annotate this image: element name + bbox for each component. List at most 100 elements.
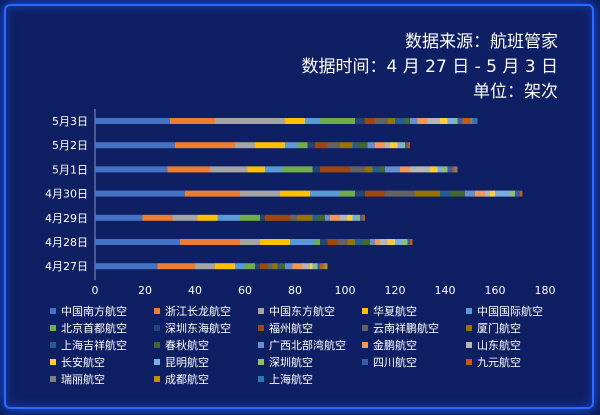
bar-segment <box>280 190 310 197</box>
bar-segment <box>305 118 320 124</box>
bar-segment <box>235 142 255 149</box>
legend-swatch <box>362 358 368 365</box>
bar-segment <box>255 263 260 270</box>
legend-label: 浙江长龙航空 <box>165 304 231 318</box>
bar-segment <box>472 118 478 124</box>
legend-item: 长安航空 <box>50 354 154 369</box>
bar-segment <box>142 214 173 221</box>
bar-segment <box>490 190 495 197</box>
bar-segment <box>215 118 285 124</box>
legend-label: 昆明航空 <box>165 355 209 369</box>
bar-segment <box>282 166 313 173</box>
bar-segment <box>395 239 403 245</box>
bar-segment <box>455 166 458 173</box>
bar-segment <box>255 142 285 149</box>
legend-item: 浙江长龙航空 <box>154 303 258 318</box>
category-label: 5月2日 <box>52 139 88 152</box>
bar-segment <box>387 118 395 124</box>
bar-segment <box>515 190 520 197</box>
bar-segment <box>195 263 215 270</box>
bar-segment <box>327 142 340 149</box>
x-tick-label: 120 <box>385 284 406 297</box>
bar-segment <box>247 166 265 173</box>
bar-segment <box>95 239 180 245</box>
legend-swatch <box>154 324 160 331</box>
bar-segment <box>272 263 278 270</box>
bar-segment <box>340 142 353 149</box>
bar-segment <box>265 214 290 221</box>
legend-label: 中国东方航空 <box>269 304 335 318</box>
bar-segment <box>427 118 440 124</box>
legend-swatch <box>50 341 56 348</box>
legend-swatch <box>50 375 56 382</box>
bar-segment <box>337 239 348 245</box>
bar-segment <box>520 190 523 197</box>
bar-segment <box>260 239 290 245</box>
bar-segment <box>380 239 388 245</box>
bar-segment <box>485 190 490 197</box>
bar-segment <box>452 166 455 173</box>
legend-item: 四川航空 <box>362 354 466 369</box>
bar-segment <box>290 239 315 245</box>
bar-segment <box>357 142 368 149</box>
bar-segment <box>455 118 458 124</box>
data-source-label: 数据来源：航班管家 <box>405 32 558 52</box>
category-label: 4月29日 <box>45 212 88 225</box>
bar-segment <box>365 166 373 173</box>
bar-segment <box>355 118 365 124</box>
legend-label: 瑞丽航空 <box>61 372 105 386</box>
legend-item: 瑞丽航空 <box>50 371 154 386</box>
legend-swatch <box>258 375 264 382</box>
category-label: 5月1日 <box>52 163 88 176</box>
bar-segment <box>390 142 398 149</box>
category-label: 5月3日 <box>52 115 88 128</box>
bar-segment <box>405 118 410 124</box>
bar-segment <box>470 118 473 124</box>
legend-label: 山东航空 <box>477 338 521 352</box>
bar-segment <box>415 190 440 197</box>
bar-segment <box>290 214 298 221</box>
bar-segment <box>320 118 355 124</box>
legend-item: 上海吉祥航空 <box>50 337 154 352</box>
legend-swatch <box>466 358 472 365</box>
bar-segment <box>355 190 365 197</box>
legend-label: 华夏航空 <box>373 304 417 318</box>
bar-segment <box>475 190 485 197</box>
bar-segment <box>285 118 305 124</box>
bar-segment <box>320 166 350 173</box>
bar-segment <box>280 263 285 270</box>
bar-segment <box>265 166 283 173</box>
bar-segment <box>405 142 408 149</box>
legend-label: 深圳东海航空 <box>165 321 231 335</box>
bar-segment <box>240 214 260 221</box>
bar-segment <box>347 239 355 245</box>
legend-item: 成都航空 <box>154 371 258 386</box>
bar-segment <box>312 166 320 173</box>
bar-segment <box>285 263 293 270</box>
bar-segment <box>387 239 395 245</box>
x-tick-label: 180 <box>535 284 556 297</box>
bar-segment <box>315 239 320 245</box>
data-time-label: 数据时间：4 月 27 日 - 5 月 3 日 <box>301 57 558 77</box>
legend-label: 上海航空 <box>269 372 313 386</box>
bar-segment <box>395 118 405 124</box>
bar-segment <box>95 214 143 221</box>
legend-item: 春秋航空 <box>154 337 258 352</box>
bar-segment <box>402 239 408 245</box>
bar-segment <box>375 142 385 149</box>
bar-segment <box>285 142 298 149</box>
legend-swatch <box>154 358 160 365</box>
bar-segment <box>352 142 358 149</box>
bar-segment <box>385 166 400 173</box>
legend-swatch <box>50 324 56 331</box>
bar-segment <box>327 239 338 245</box>
bar-segment <box>330 214 340 221</box>
bar-segment <box>260 263 268 270</box>
bar-segment <box>407 239 410 245</box>
x-tick-label: 0 <box>92 284 99 297</box>
legend-item: 深圳东海航空 <box>154 320 258 335</box>
bar-segment <box>385 142 390 149</box>
bar-segment <box>450 190 465 197</box>
legend-label: 厦门航空 <box>477 321 521 335</box>
legend-swatch <box>466 324 472 331</box>
